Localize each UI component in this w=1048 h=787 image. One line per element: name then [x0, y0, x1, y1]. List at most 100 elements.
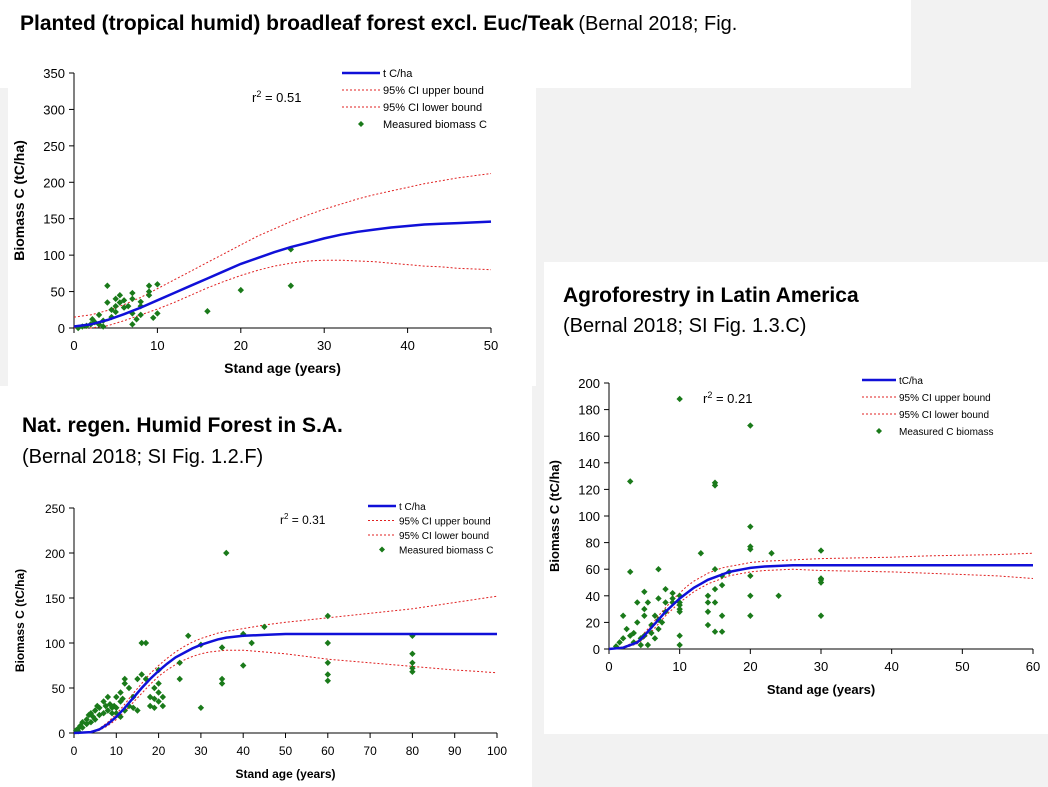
planted-r2-annotation: r2 = 0.51	[252, 89, 301, 105]
natregen-y-tick-label: 250	[45, 502, 65, 516]
natregen-x-tick-label: 30	[194, 744, 208, 758]
natregen-chart: 0 50 100 150 200 250 0 10 20 30 40 50 60 70 80 90 100 Sta…	[13, 502, 507, 781]
natregen-ci-lower-line	[73, 649, 498, 734]
natregen-data-point	[87, 710, 95, 717]
natregen-data-point	[185, 632, 192, 639]
natregen-data-point	[91, 716, 99, 723]
planted-ci-upper-line	[73, 173, 492, 318]
agroforestry-data-point	[704, 608, 712, 615]
agroforestry-data-point	[627, 568, 634, 576]
agroforestry-data-point	[662, 585, 669, 593]
planted-data-point	[112, 295, 119, 303]
agroforestry-data-point	[718, 612, 726, 619]
agroforestry-data-point	[676, 632, 683, 639]
agroforestry-data-point	[704, 592, 712, 599]
natregen-x-tick-label: 50	[279, 744, 293, 758]
agroforestry-data-point	[630, 639, 637, 646]
agroforestry-x-tick-label: 50	[955, 659, 969, 674]
agroforestry-data-point	[747, 612, 754, 619]
planted-data-point	[112, 302, 119, 310]
main-title-bold: Planted (tropical humid) broadleaf fores…	[20, 12, 574, 35]
planted-y-tick-label: 0	[58, 321, 65, 336]
main-title: Planted (tropical humid) broadleaf fores…	[20, 12, 737, 36]
agroforestry-y-axis-label: Biomass C (tC/ha)	[547, 460, 562, 572]
agroforestry-y-tick-label: 100	[578, 509, 600, 524]
agroforestry-data-point	[651, 635, 659, 642]
natregen-r2-annotation: r2 = 0.31	[280, 512, 326, 527]
natregen-data-point	[113, 710, 120, 717]
agroforestry-data-point	[704, 599, 712, 606]
agroforestry-data-point	[616, 639, 623, 646]
agroforestry-y-tick-label: 140	[578, 456, 600, 471]
natregen-data-point	[125, 684, 133, 692]
planted-y-tick-label: 350	[43, 66, 65, 81]
natregen-y-tick-label: 150	[45, 592, 65, 606]
natregen-data-point	[248, 639, 255, 647]
natregen-data-point	[83, 716, 90, 723]
planted-data-point	[154, 281, 161, 288]
agroforestry-data-point	[637, 641, 644, 649]
agroforestry-data-point	[747, 592, 754, 599]
agroforestry-x-tick-label: 20	[743, 659, 757, 674]
natregen-data-point	[409, 665, 416, 672]
agroforestry-legend-label: tC/ha	[899, 376, 923, 387]
natregen-data-point	[91, 707, 99, 714]
natregen-data-point	[87, 719, 95, 726]
agroforestry-data-point	[619, 635, 627, 642]
natregen-data-point	[409, 668, 416, 675]
planted-data-point	[112, 308, 119, 316]
agroforestry-data-point	[718, 581, 726, 589]
agroforestry-fit-line	[608, 563, 1033, 651]
agroforestry-data-point	[641, 605, 648, 613]
agroforestry-data-point	[630, 629, 637, 637]
natregen-data-point	[218, 675, 226, 683]
planted-y-tick-label: 300	[43, 102, 65, 117]
agroforestry-data-point	[747, 572, 754, 580]
planted-x-axis-label: Stand age (years)	[224, 360, 341, 376]
agroforestry-data-point	[676, 601, 683, 609]
planted-data-point	[108, 306, 115, 313]
agroforestry-data-point	[676, 592, 683, 599]
natregen-data-point	[155, 689, 162, 696]
natregen-data-point	[218, 680, 226, 687]
natregen-data-point	[79, 719, 86, 726]
agroforestry-y-tick-label: 60	[586, 562, 600, 577]
natregen-fit-line	[73, 632, 497, 735]
natregen-data-point	[218, 644, 226, 651]
planted-data-point	[154, 310, 161, 317]
planted-legend-label: 95% CI lower bound	[383, 102, 482, 114]
agroforestry-data-point	[655, 595, 662, 602]
planted-y-tick-label: 50	[51, 285, 65, 300]
agroforestry-data-point	[669, 595, 676, 602]
natregen-legend-label: 95% CI lower bound	[399, 531, 489, 542]
planted-data-point	[129, 321, 136, 328]
agroforestry-data-point	[747, 422, 754, 429]
agroforestry-data-point	[747, 523, 754, 530]
natregen-x-tick-label: 40	[237, 744, 251, 758]
natregen-data-point	[104, 693, 112, 701]
agroforestry-y-tick-label: 40	[586, 589, 600, 604]
planted-data-point	[145, 288, 153, 295]
agroforestry-data-point	[704, 621, 712, 629]
natregen-data-point	[100, 698, 107, 705]
natregen-data-point	[223, 549, 230, 557]
natregen-data-point	[409, 650, 416, 657]
natregen-data-point	[121, 675, 128, 683]
natregen-data-point	[121, 680, 128, 687]
planted-data-point	[120, 297, 128, 304]
planted-data-point	[145, 292, 153, 299]
agroforestry-data-point	[641, 612, 648, 619]
natregen-legend-label: 95% CI upper bound	[399, 517, 491, 528]
planted-data-point	[137, 302, 144, 310]
agroforestry-data-point	[648, 629, 655, 637]
planted-data-point	[99, 323, 107, 330]
natregen-data-point	[151, 704, 158, 711]
natregen-data-point	[324, 612, 331, 620]
natregen-legend-swatch	[379, 546, 385, 553]
natregen-data-point	[138, 671, 145, 678]
agroforestry-legend-swatch	[876, 428, 882, 434]
natregen-data-point	[75, 728, 82, 735]
natregen-data-point	[197, 704, 205, 711]
agroforestry-data-point	[747, 546, 754, 553]
agroforestry-data-point	[817, 547, 825, 554]
